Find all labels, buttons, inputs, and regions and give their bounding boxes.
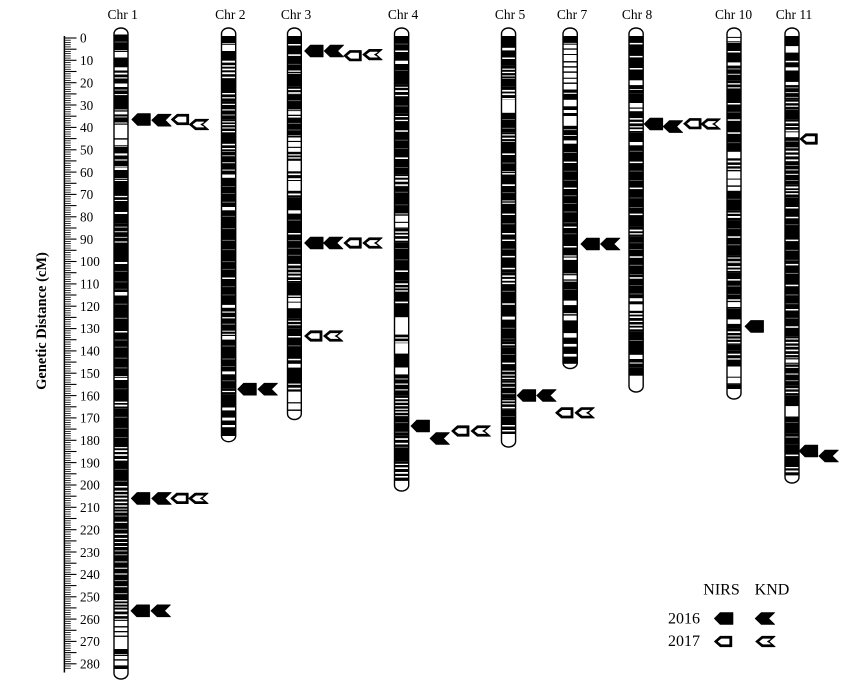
svg-text:Chr 7: Chr 7 xyxy=(557,7,588,22)
svg-text:40: 40 xyxy=(80,120,94,135)
svg-text:0: 0 xyxy=(80,31,87,46)
svg-text:Chr 3: Chr 3 xyxy=(281,7,312,22)
svg-text:Chr 10: Chr 10 xyxy=(715,7,752,22)
svg-text:20: 20 xyxy=(80,75,94,90)
svg-text:210: 210 xyxy=(80,500,100,515)
svg-text:Chr 2: Chr 2 xyxy=(215,7,245,22)
svg-text:160: 160 xyxy=(80,388,100,403)
svg-text:150: 150 xyxy=(80,366,100,381)
svg-text:280: 280 xyxy=(80,657,100,672)
svg-text:10: 10 xyxy=(80,53,94,68)
svg-text:200: 200 xyxy=(80,478,100,493)
svg-text:110: 110 xyxy=(80,277,100,292)
svg-text:Chr 11: Chr 11 xyxy=(776,7,813,22)
svg-text:Chr 8: Chr 8 xyxy=(622,7,653,22)
svg-text:270: 270 xyxy=(80,634,100,649)
svg-text:KND: KND xyxy=(755,582,790,599)
svg-text:80: 80 xyxy=(80,210,94,225)
svg-text:Genetic Distance (cM): Genetic Distance (cM) xyxy=(34,252,50,390)
svg-text:2017: 2017 xyxy=(668,633,700,650)
svg-text:230: 230 xyxy=(80,545,100,560)
svg-text:240: 240 xyxy=(80,567,100,582)
svg-text:30: 30 xyxy=(80,98,94,113)
svg-text:90: 90 xyxy=(80,232,94,247)
svg-text:260: 260 xyxy=(80,612,100,627)
svg-text:2016: 2016 xyxy=(668,611,700,628)
svg-text:Chr 1: Chr 1 xyxy=(108,7,138,22)
svg-text:140: 140 xyxy=(80,344,100,359)
svg-text:170: 170 xyxy=(80,411,100,426)
svg-text:220: 220 xyxy=(80,522,100,537)
svg-text:120: 120 xyxy=(80,299,100,314)
svg-text:Chr 5: Chr 5 xyxy=(495,7,526,22)
svg-text:Chr 4: Chr 4 xyxy=(388,7,419,22)
svg-text:70: 70 xyxy=(80,187,94,202)
svg-text:NIRS: NIRS xyxy=(703,582,739,599)
svg-text:250: 250 xyxy=(80,590,100,605)
svg-text:60: 60 xyxy=(80,165,94,180)
svg-text:180: 180 xyxy=(80,433,100,448)
svg-text:100: 100 xyxy=(80,254,100,269)
svg-text:50: 50 xyxy=(80,142,94,157)
svg-text:130: 130 xyxy=(80,321,100,336)
svg-text:190: 190 xyxy=(80,455,100,470)
